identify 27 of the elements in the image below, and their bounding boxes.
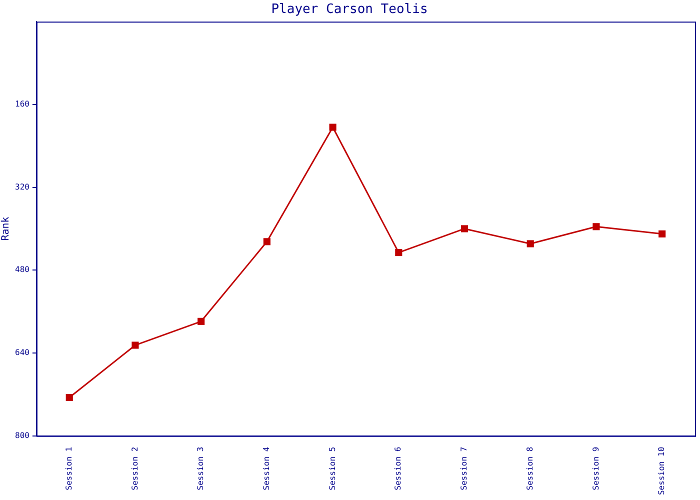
x-tick-label: Session 3 xyxy=(196,446,206,490)
point xyxy=(658,230,666,238)
y-tick-label: 800 xyxy=(14,430,30,440)
point xyxy=(460,225,468,232)
point xyxy=(132,342,139,349)
x-tick-label: Session 2 xyxy=(130,446,140,490)
point xyxy=(526,240,534,248)
x-tick-label: Session 9 xyxy=(591,446,600,490)
y-axis-title: Rank xyxy=(0,216,12,241)
x-tick-label: Session 4 xyxy=(262,446,272,490)
y-tick-label: 160 xyxy=(14,100,30,109)
chart-title: Player Carson Teolis xyxy=(271,2,428,18)
y-tick-label: 640 xyxy=(14,348,30,358)
x-tick-label: Session 10 xyxy=(657,446,666,496)
x-tick-label: Session 8 xyxy=(525,446,534,490)
x-tick-label: Session 7 xyxy=(460,446,469,490)
point xyxy=(66,394,73,402)
y-tick-label: 480 xyxy=(14,265,30,274)
x-tick-label: Session 5 xyxy=(328,446,337,490)
point xyxy=(263,238,270,246)
point xyxy=(592,223,600,230)
point xyxy=(395,249,402,256)
point xyxy=(329,124,336,131)
y-tick-label: 320 xyxy=(14,182,30,192)
point xyxy=(198,318,205,325)
x-tick-label: Session 6 xyxy=(394,446,403,490)
x-tick-label: Session 1 xyxy=(64,446,74,490)
